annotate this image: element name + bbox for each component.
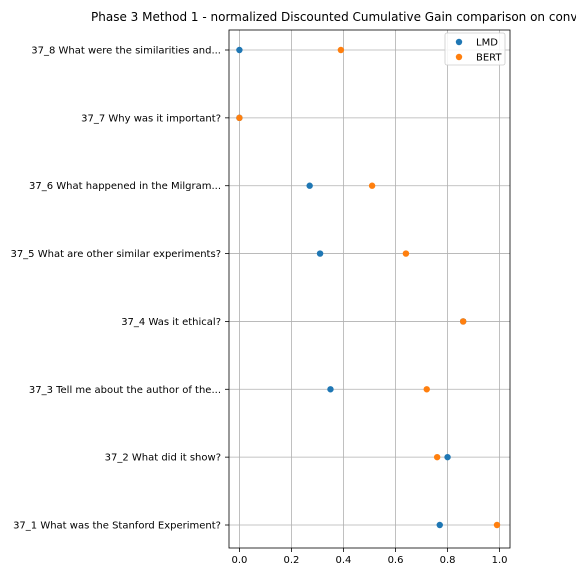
point-bert — [433, 453, 441, 461]
point-lmd — [444, 453, 451, 461]
point-lmd — [436, 521, 443, 529]
point-bert — [402, 250, 410, 257]
x-tick-label: 0.2 — [283, 555, 299, 566]
point-bert — [459, 318, 467, 325]
point-bert — [423, 386, 430, 393]
x-axis: 0.0 0.2 0.4 0.6 0.8 1.0 — [231, 548, 508, 566]
point-lmd — [306, 182, 313, 189]
grid — [229, 30, 510, 548]
y-tick-label: 37_7 Why was it important? — [81, 113, 221, 124]
legend-label: LMD — [476, 38, 498, 49]
y-tick-label: 37_6 What happened in the Milgram... — [29, 181, 221, 192]
x-tick-label: 0.8 — [440, 555, 456, 566]
point-bert — [493, 521, 501, 529]
legend-marker — [455, 38, 463, 46]
point-bert — [368, 182, 376, 189]
x-tick-label: 0.0 — [231, 555, 247, 566]
data-points — [236, 46, 501, 529]
x-tick-label: 1.0 — [492, 555, 508, 566]
point-lmd — [236, 46, 243, 54]
point-lmd — [316, 250, 324, 257]
y-tick-label: 37_5 What are other similar experiments? — [10, 249, 221, 260]
legend: LMD BERT — [444, 32, 506, 66]
legend-marker — [455, 53, 463, 61]
y-tick-label: 37_4 Was it ethical? — [121, 317, 221, 328]
point-bert — [337, 46, 345, 54]
y-tick-label: 37_3 Tell me about the author of the... — [29, 385, 221, 396]
x-tick-label: 0.6 — [388, 555, 404, 566]
y-axis: 37_1 What was the Stanford Experiment? 37… — [10, 46, 229, 532]
x-tick-label: 0.4 — [336, 555, 352, 566]
y-tick-label: 37_2 What did it show? — [105, 453, 221, 464]
y-tick-label: 37_8 What were the similarities and... — [31, 46, 221, 57]
chart-title: Phase 3 Method 1 - normalized Discounted… — [91, 10, 576, 24]
point-lmd — [327, 386, 334, 393]
y-tick-label: 37_1 What was the Stanford Experiment? — [13, 521, 221, 532]
legend-label: BERT — [476, 53, 502, 64]
point-bert — [236, 114, 243, 122]
plot-area — [228, 29, 511, 549]
